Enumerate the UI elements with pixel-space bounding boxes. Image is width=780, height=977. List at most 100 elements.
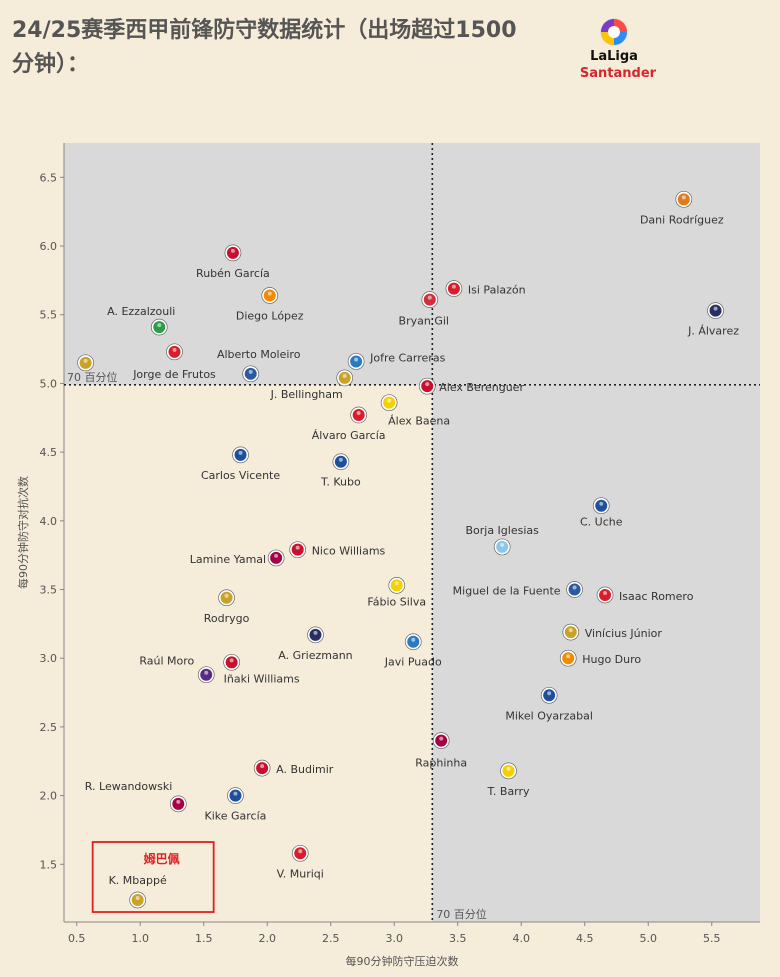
badge-shine xyxy=(338,457,343,462)
badge-shine xyxy=(500,542,505,547)
player-label: Mikel Oyarzabal xyxy=(505,709,593,722)
badge-shine xyxy=(274,553,279,558)
player-point xyxy=(559,649,577,667)
badge-shine xyxy=(260,764,265,769)
badge-shine xyxy=(230,248,235,253)
chart-title: 24/25赛季西甲前锋防守数据统计（出场超过1500 分钟）： xyxy=(12,18,517,77)
badge-shine xyxy=(599,501,604,506)
shade-top xyxy=(64,143,760,385)
player-label: A. Budimir xyxy=(276,763,334,776)
player-label: Kike García xyxy=(205,810,267,823)
y-tick-label: 5.0 xyxy=(40,377,58,390)
badge-shine xyxy=(224,593,229,598)
player-label: Alex Berenguer xyxy=(439,381,524,394)
player-label: Isi Palazón xyxy=(468,284,526,297)
player-label: Álvaro García xyxy=(312,429,386,442)
player-label: Miguel de la Fuente xyxy=(453,585,561,598)
player-label: Fábio Silva xyxy=(367,595,426,608)
player-point xyxy=(224,244,242,262)
laliga-logo: LaLiga Santander xyxy=(580,18,657,81)
player-label: Carlos Vicente xyxy=(201,469,280,482)
player-point xyxy=(166,343,183,361)
player-point xyxy=(291,844,309,862)
player-point xyxy=(540,686,558,704)
player-label: C. Uche xyxy=(580,516,623,529)
player-label: Raphinha xyxy=(415,757,467,770)
badge-shine xyxy=(233,791,238,796)
club-badge-icon xyxy=(502,764,515,777)
x-tick-label: 4.0 xyxy=(512,932,530,945)
badge-shine xyxy=(427,295,432,300)
player-point xyxy=(227,787,244,804)
player-point xyxy=(500,762,517,780)
player-label: A. Griezmann xyxy=(278,649,352,662)
player-point xyxy=(566,581,583,598)
badge-shine xyxy=(267,291,272,296)
badge-shine xyxy=(681,195,686,200)
player-point xyxy=(129,891,147,909)
y-tick-label: 4.0 xyxy=(40,515,58,528)
player-point xyxy=(347,353,365,370)
badge-shine xyxy=(506,766,511,771)
player-label: T. Kubo xyxy=(320,476,361,489)
player-label: Lamine Yamal xyxy=(190,553,266,566)
player-label: T. Barry xyxy=(486,785,530,798)
x-tick-label: 5.5 xyxy=(703,932,721,945)
player-label: Rubén García xyxy=(196,267,270,280)
x-tick-label: 1.0 xyxy=(131,932,149,945)
y-tick-label: 5.5 xyxy=(40,309,58,322)
player-label: Jorge de Frutos xyxy=(132,368,216,381)
badge-shine xyxy=(411,637,416,642)
player-point xyxy=(493,538,511,556)
badge-shine xyxy=(83,358,88,363)
badge-shine xyxy=(248,369,253,374)
player-point xyxy=(596,586,614,604)
player-label: J. Bellingham xyxy=(270,388,343,401)
player-label: Nico Williams xyxy=(312,545,386,558)
y-tick-label: 3.5 xyxy=(40,584,58,597)
badge-shine xyxy=(568,628,573,633)
badge-shine xyxy=(572,585,577,590)
player-label: Alberto Moleiro xyxy=(217,348,301,361)
badge-shine xyxy=(176,799,181,804)
player-label: Raúl Moro xyxy=(139,655,194,668)
badge-shine xyxy=(342,373,347,378)
player-label: J. Álvarez xyxy=(687,325,739,338)
player-label: Bryan Gil xyxy=(399,315,449,328)
club-badge-icon xyxy=(244,367,257,380)
player-point xyxy=(336,369,354,387)
player-point xyxy=(332,453,350,471)
badge-shine xyxy=(713,306,718,311)
ref-y-label: 70 百分位 xyxy=(67,370,118,384)
player-point xyxy=(261,287,279,304)
y-tick-label: 6.5 xyxy=(40,171,58,184)
player-label: Isaac Romero xyxy=(619,590,694,603)
player-label: Álex Baena xyxy=(388,415,450,428)
y-tick-label: 1.5 xyxy=(40,858,58,871)
badge-shine xyxy=(204,670,209,675)
player-point xyxy=(169,795,187,813)
player-point xyxy=(307,626,324,644)
x-tick-label: 3.5 xyxy=(449,932,467,945)
player-label: Dani Rodríguez xyxy=(640,213,724,226)
player-point xyxy=(232,446,249,464)
y-tick-label: 2.0 xyxy=(40,790,58,803)
player-label: Iñaki Williams xyxy=(224,672,300,685)
badge-shine xyxy=(354,357,359,362)
player-label: Diego López xyxy=(236,310,304,323)
x-axis-title: 每90分钟防守压迫次数 xyxy=(346,954,459,968)
badge-shine xyxy=(298,849,303,854)
badge-shine xyxy=(157,323,162,328)
badge-shine xyxy=(425,382,430,387)
laliga-sponsor-text: Santander xyxy=(580,66,657,81)
highlight-label: 姆巴佩 xyxy=(144,851,180,866)
badge-shine xyxy=(238,450,243,455)
player-point xyxy=(404,633,422,651)
player-point xyxy=(445,280,463,297)
badge-shine xyxy=(566,654,571,659)
player-point xyxy=(380,394,398,412)
player-label: Vinícius Júnior xyxy=(585,627,663,640)
shade-right xyxy=(432,384,760,922)
player-label: K. Mbappé xyxy=(109,874,167,887)
x-tick-label: 2.5 xyxy=(322,932,340,945)
